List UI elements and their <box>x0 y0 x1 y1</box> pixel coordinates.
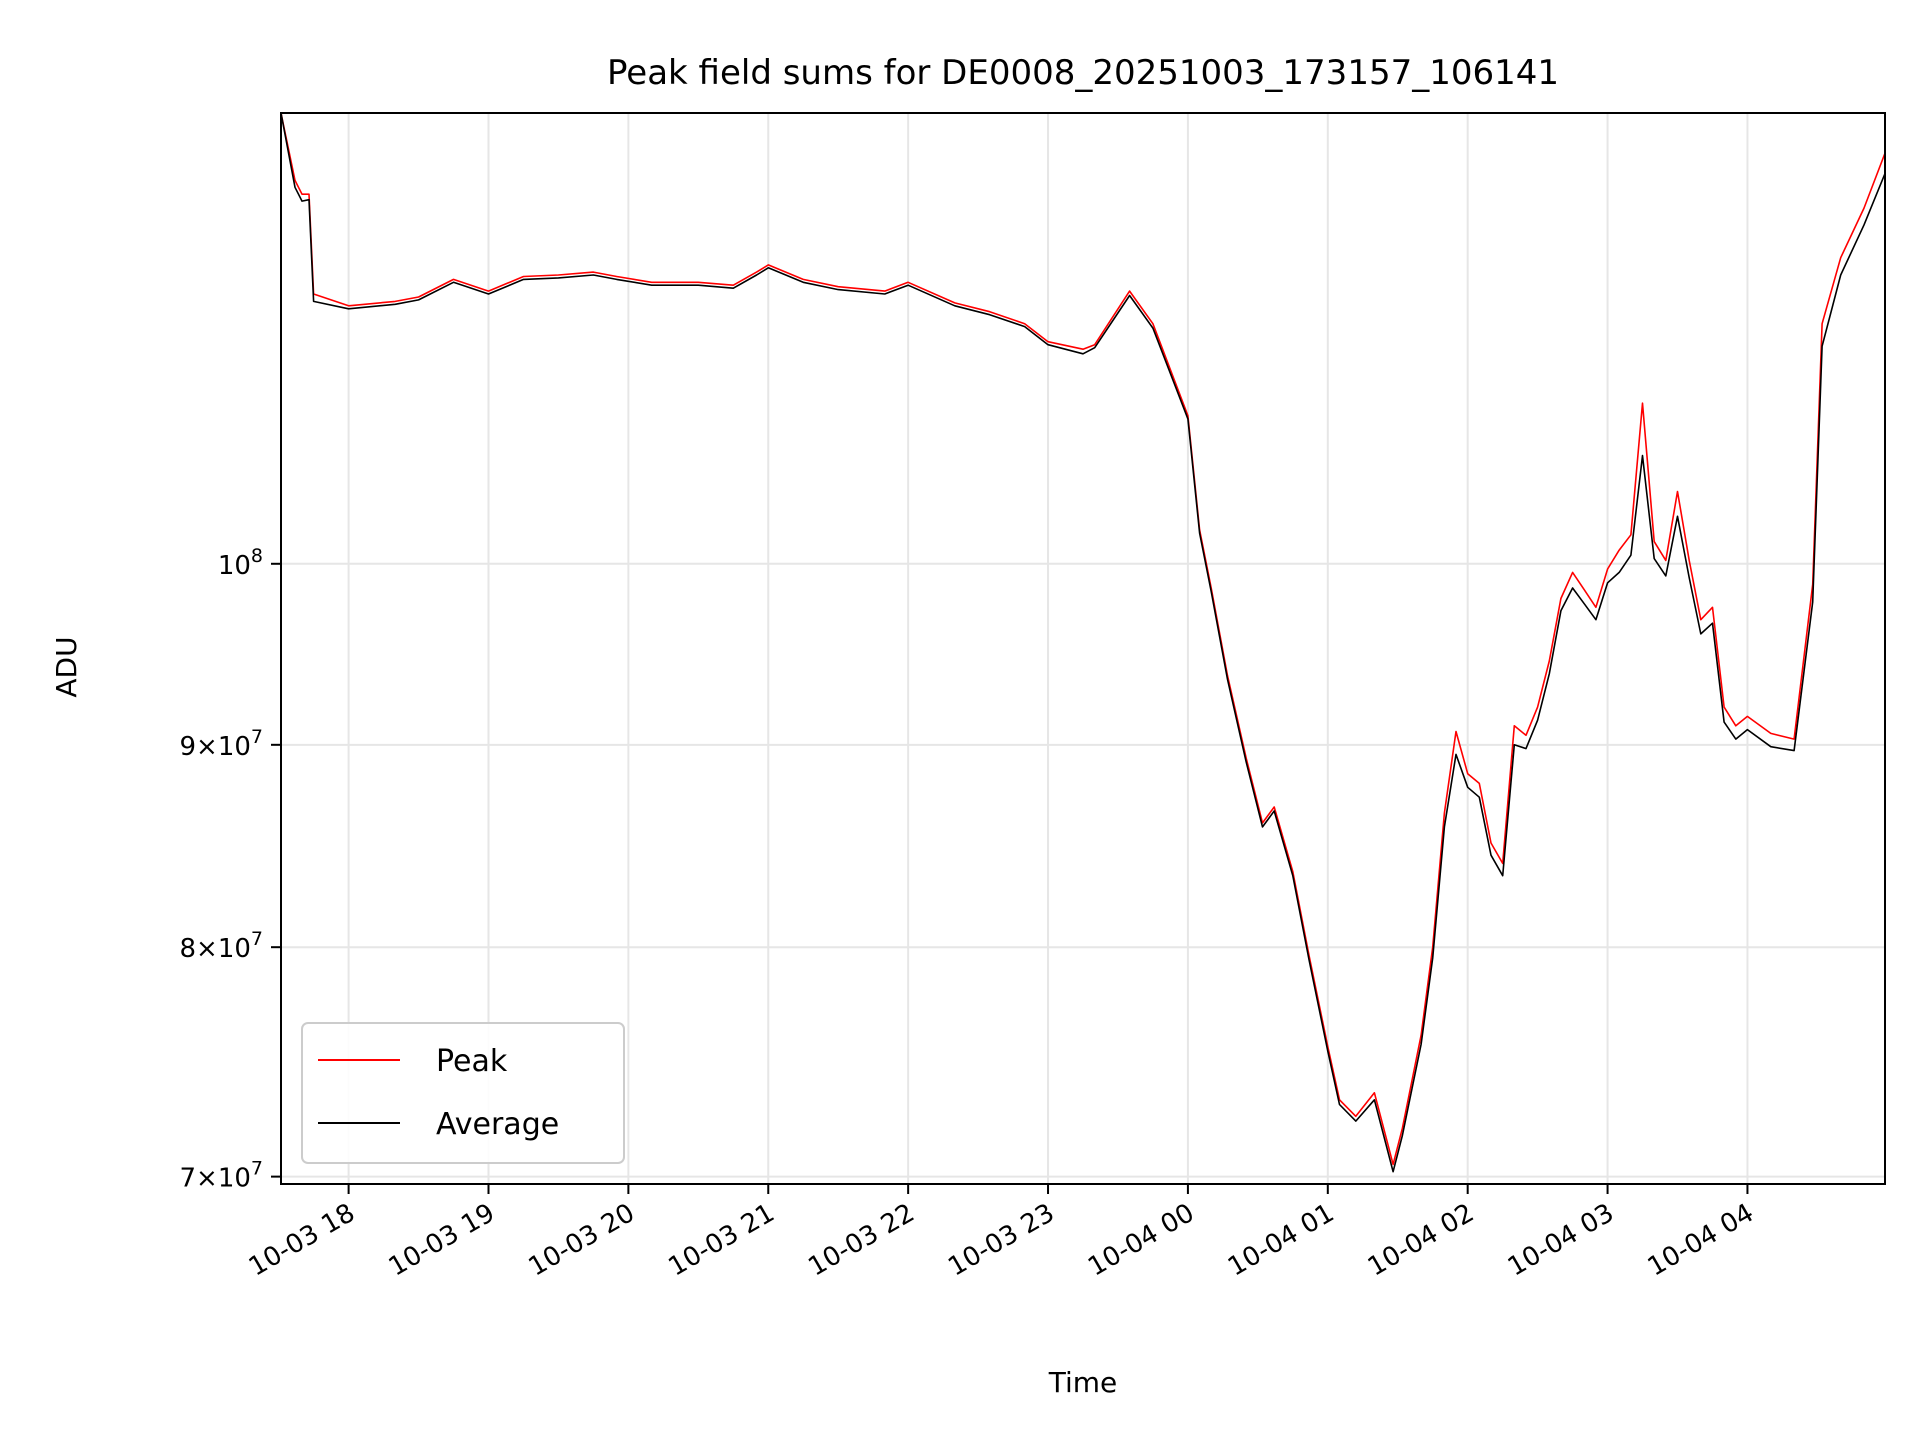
series-line-average <box>281 113 1885 1173</box>
y-tick-times-sign: ×10 <box>196 934 251 964</box>
x-axis-label: Time <box>1048 1366 1118 1399</box>
series-line-peak <box>281 113 1885 1166</box>
y-tick-mantissa: 8 <box>179 934 196 964</box>
y-axis-label: ADU <box>50 636 83 697</box>
y-tick-base: 10 <box>218 551 251 581</box>
series-layer <box>281 113 1885 1173</box>
y-tick-label: 7×107 <box>179 1158 263 1194</box>
grid <box>281 113 1885 1184</box>
legend: Peak Average <box>301 1022 625 1164</box>
y-tick-times-sign: ×10 <box>196 732 251 762</box>
chart-title: Peak field sums for DE0008_20251003_1731… <box>607 53 1559 93</box>
y-tick-exponent: 7 <box>251 726 263 748</box>
plot-frame <box>280 112 1886 1185</box>
legend-box <box>301 1022 625 1164</box>
y-tick-exponent: 8 <box>251 545 263 567</box>
y-tick-exponent: 7 <box>251 1158 263 1180</box>
legend-label-peak: Peak <box>436 1044 508 1079</box>
y-tick-times-sign: ×10 <box>196 1164 251 1194</box>
y-tick-label: 9×107 <box>179 726 263 762</box>
legend-label-average: Average <box>436 1107 559 1142</box>
y-tick-exponent: 7 <box>251 928 263 950</box>
y-tick-mantissa: 7 <box>179 1164 196 1194</box>
y-tick-label: 8×107 <box>179 928 263 964</box>
y-tick-label: 108 <box>218 545 263 581</box>
y-tick-mantissa: 9 <box>179 732 196 762</box>
